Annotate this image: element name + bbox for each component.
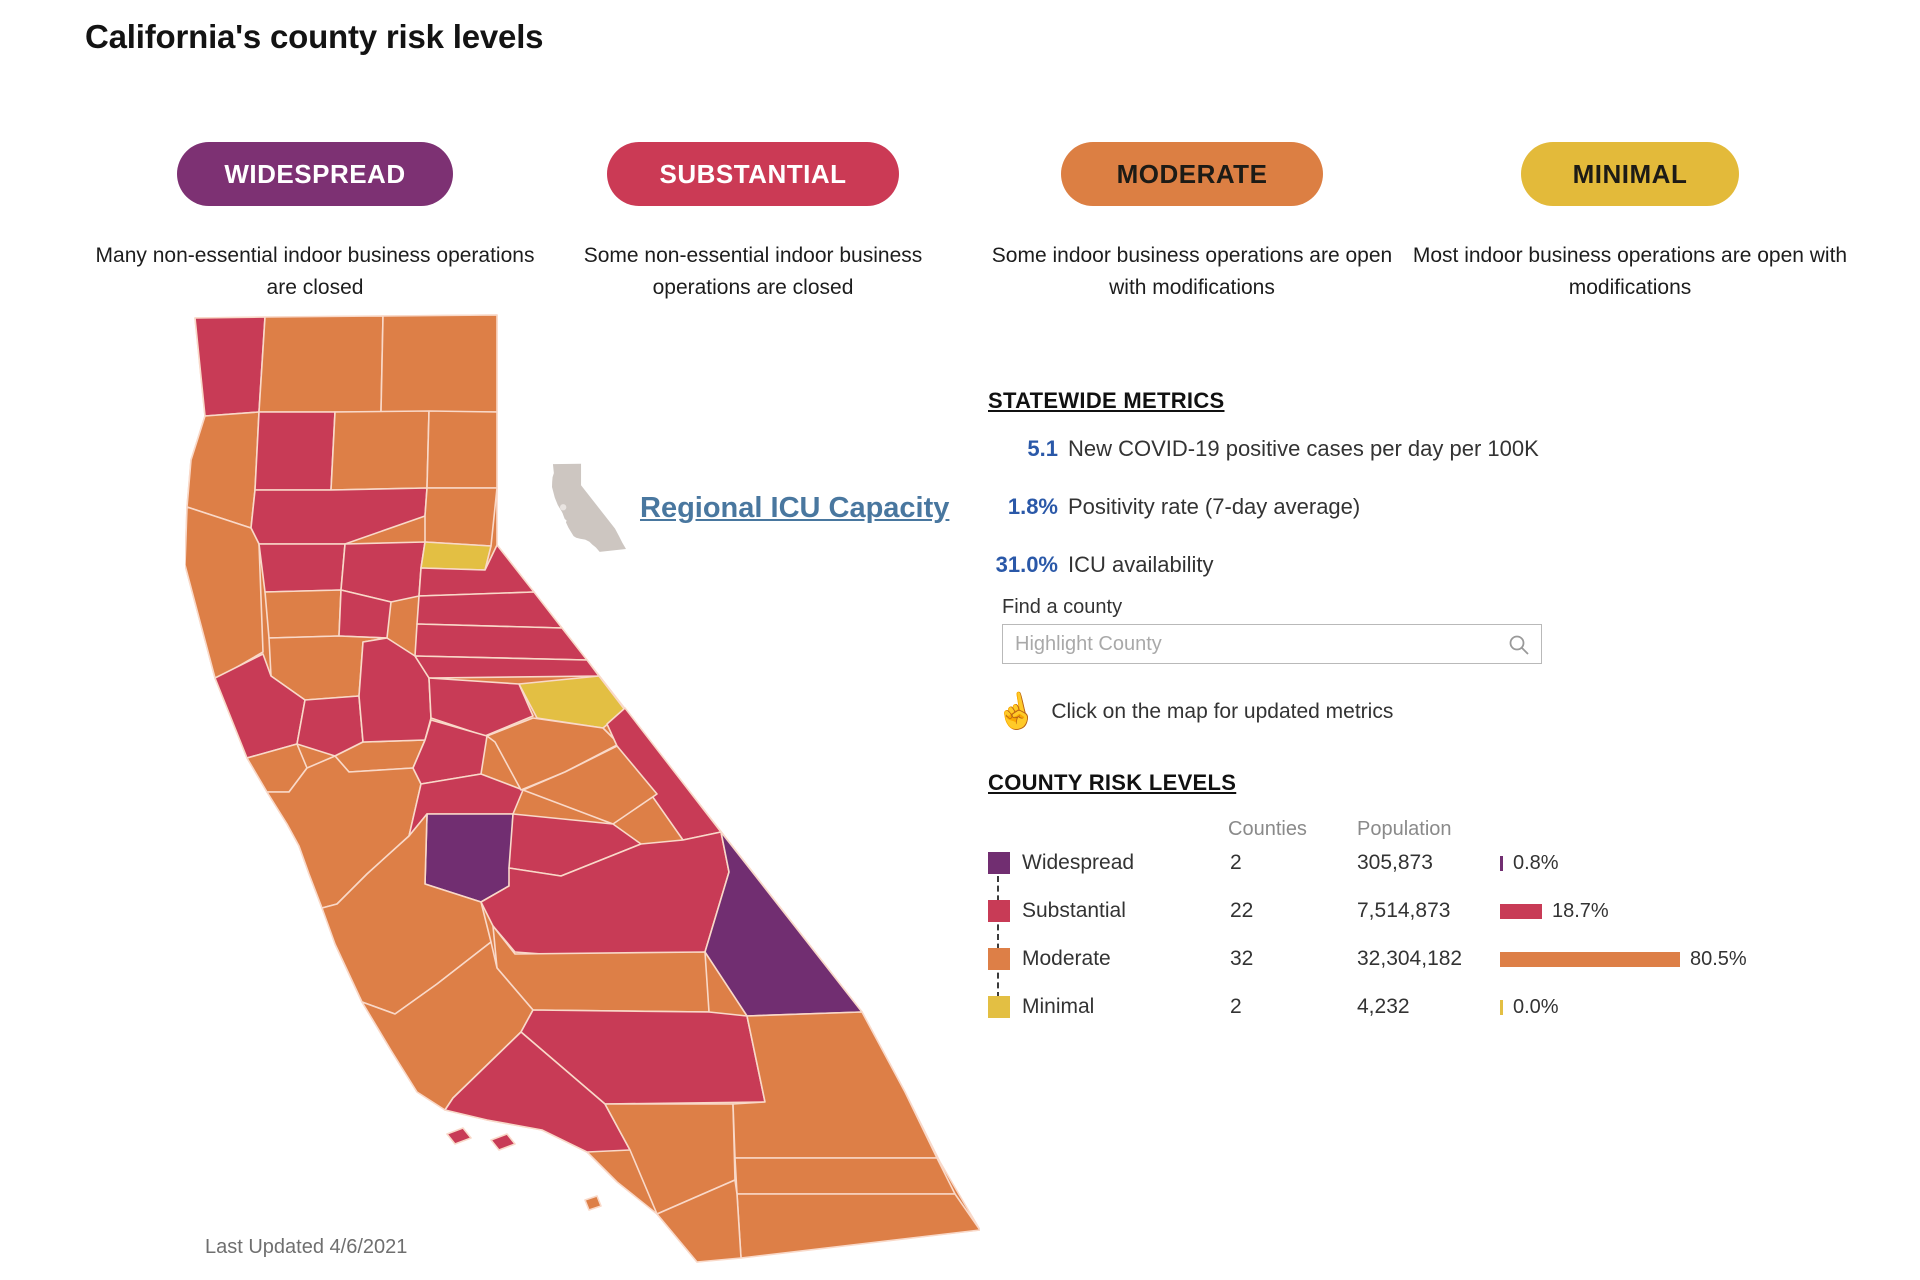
county-mariposa[interactable]	[522, 745, 658, 825]
legend-label: Minimal	[1022, 995, 1095, 1018]
metric-icu-label: ICU availability	[1068, 552, 1214, 577]
legend-counties-value: 22	[1230, 899, 1254, 922]
legend-label: Moderate	[1022, 947, 1111, 970]
page-title: California's county risk levels	[85, 18, 544, 55]
legend-population-value: 7,514,873	[1357, 899, 1451, 922]
county-lassen[interactable]	[426, 410, 498, 489]
metric-positivity-value: 1.8%	[1007, 494, 1058, 519]
moderate-swatch	[988, 948, 1010, 970]
metric-cases-value: 5.1	[1027, 436, 1058, 461]
widespread-swatch	[988, 852, 1010, 874]
badge-substantial: SUBSTANTIAL	[607, 142, 899, 206]
california-state-icon	[552, 463, 626, 552]
legend-label: Substantial	[1022, 899, 1126, 922]
legend-counties-value: 32	[1230, 947, 1254, 970]
county-channel-island-2[interactable]	[490, 1133, 516, 1151]
county-siskiyou[interactable]	[258, 315, 384, 413]
map-hint-text: Click on the map for updated metrics	[1051, 700, 1394, 723]
moderate-bar	[1500, 951, 1680, 967]
county-sierra[interactable]	[420, 541, 492, 571]
county-trinity[interactable]	[254, 411, 336, 491]
county-glenn[interactable]	[258, 543, 346, 593]
legend-population-value: 32,304,182	[1357, 947, 1463, 970]
county-san-diego[interactable]	[656, 1179, 742, 1263]
county-plumas[interactable]	[424, 487, 498, 547]
metric-icu: 31.0% ICU availability	[988, 552, 1628, 578]
metric-positivity: 1.8% Positivity rate (7-day average)	[988, 494, 1628, 520]
badge-minimal-description: Most indoor business operations are open…	[1412, 244, 1848, 299]
county-imperial[interactable]	[736, 1193, 980, 1259]
badge-widespread: WIDESPREAD	[177, 142, 453, 206]
metric-icu-value: 31.0%	[995, 552, 1058, 577]
badge-moderate: MODERATE	[1061, 142, 1323, 206]
county-risk-levels-heading: COUNTY RISK LEVELS	[988, 770, 1237, 795]
legend-population-value: 4,232	[1357, 995, 1410, 1018]
badge-moderate-description: Some indoor business operations are open…	[991, 244, 1393, 299]
county-el-dorado[interactable]	[414, 623, 588, 661]
badge-minimal-pill: MINIMAL	[1521, 142, 1739, 206]
legend-counties-value: 2	[1230, 995, 1242, 1018]
county-colusa[interactable]	[264, 589, 342, 639]
substantial-bar	[1500, 903, 1542, 919]
county-channel-island-1[interactable]	[446, 1127, 472, 1145]
badge-widespread-pill: WIDESPREAD	[177, 142, 453, 206]
legend-pct-value: 18.7%	[1552, 899, 1609, 922]
search-icon[interactable]	[1507, 633, 1531, 657]
legend-pct-value: 80.5%	[1690, 947, 1747, 970]
legend-connector-line	[997, 876, 999, 998]
minimal-swatch	[988, 996, 1010, 1018]
county-inyo[interactable]	[704, 831, 863, 1017]
county-nevada[interactable]	[418, 544, 535, 597]
metric-positivity-label: Positivity rate (7-day average)	[1068, 494, 1361, 519]
badge-substantial-pill: SUBSTANTIAL	[607, 142, 899, 206]
county-mendocino[interactable]	[185, 506, 264, 679]
statewide-metrics-heading: STATEWIDE METRICS	[988, 388, 1225, 413]
column-header-population: Population	[1357, 818, 1452, 840]
map-hint-row: ☝ Click on the map for updated metrics	[992, 689, 1394, 735]
county-amador[interactable]	[414, 655, 600, 679]
legend-pct-value: 0.8%	[1513, 851, 1559, 874]
county-catalina[interactable]	[584, 1195, 602, 1211]
county-search-input[interactable]	[1003, 625, 1541, 663]
find-county-label: Find a county	[1002, 596, 1123, 618]
regional-icu-capacity-link[interactable]: Regional ICU Capacity	[640, 491, 950, 524]
metric-cases: 5.1 New COVID-19 positive cases per day …	[988, 436, 1628, 462]
metric-cases-label: New COVID-19 positive cases per day per …	[1068, 436, 1539, 461]
legend-counties-value: 2	[1230, 851, 1242, 874]
legend-pct-value: 0.0%	[1513, 995, 1559, 1018]
county-shasta[interactable]	[330, 410, 430, 491]
column-header-counties: Counties	[1228, 818, 1307, 840]
badge-substantial-description: Some non-essential indoor business opera…	[583, 244, 923, 299]
legend-label: Widespread	[1022, 851, 1135, 874]
county-calaveras[interactable]	[428, 677, 534, 737]
county-riverside[interactable]	[734, 1157, 956, 1195]
legend-population-value: 305,873	[1357, 851, 1433, 874]
substantial-swatch	[988, 900, 1010, 922]
pointer-hand-icon: ☝	[991, 689, 1041, 735]
last-updated-text: Last Updated 4/6/2021	[205, 1236, 408, 1258]
regional-icu-capacity-row: Regional ICU Capacity	[552, 462, 949, 554]
county-placer[interactable]	[416, 591, 563, 629]
county-modoc[interactable]	[380, 314, 498, 413]
county-san-bernardino[interactable]	[732, 1011, 938, 1159]
county-del-norte[interactable]	[194, 316, 266, 417]
minimal-bar	[1500, 999, 1503, 1015]
widespread-bar	[1500, 855, 1503, 871]
badge-minimal: MINIMAL	[1521, 142, 1739, 206]
county-search-box	[1002, 624, 1542, 664]
california-county-map[interactable]	[185, 312, 980, 1268]
badge-moderate-pill: MODERATE	[1061, 142, 1323, 206]
badge-widespread-description: Many non-essential indoor business opera…	[95, 244, 535, 299]
